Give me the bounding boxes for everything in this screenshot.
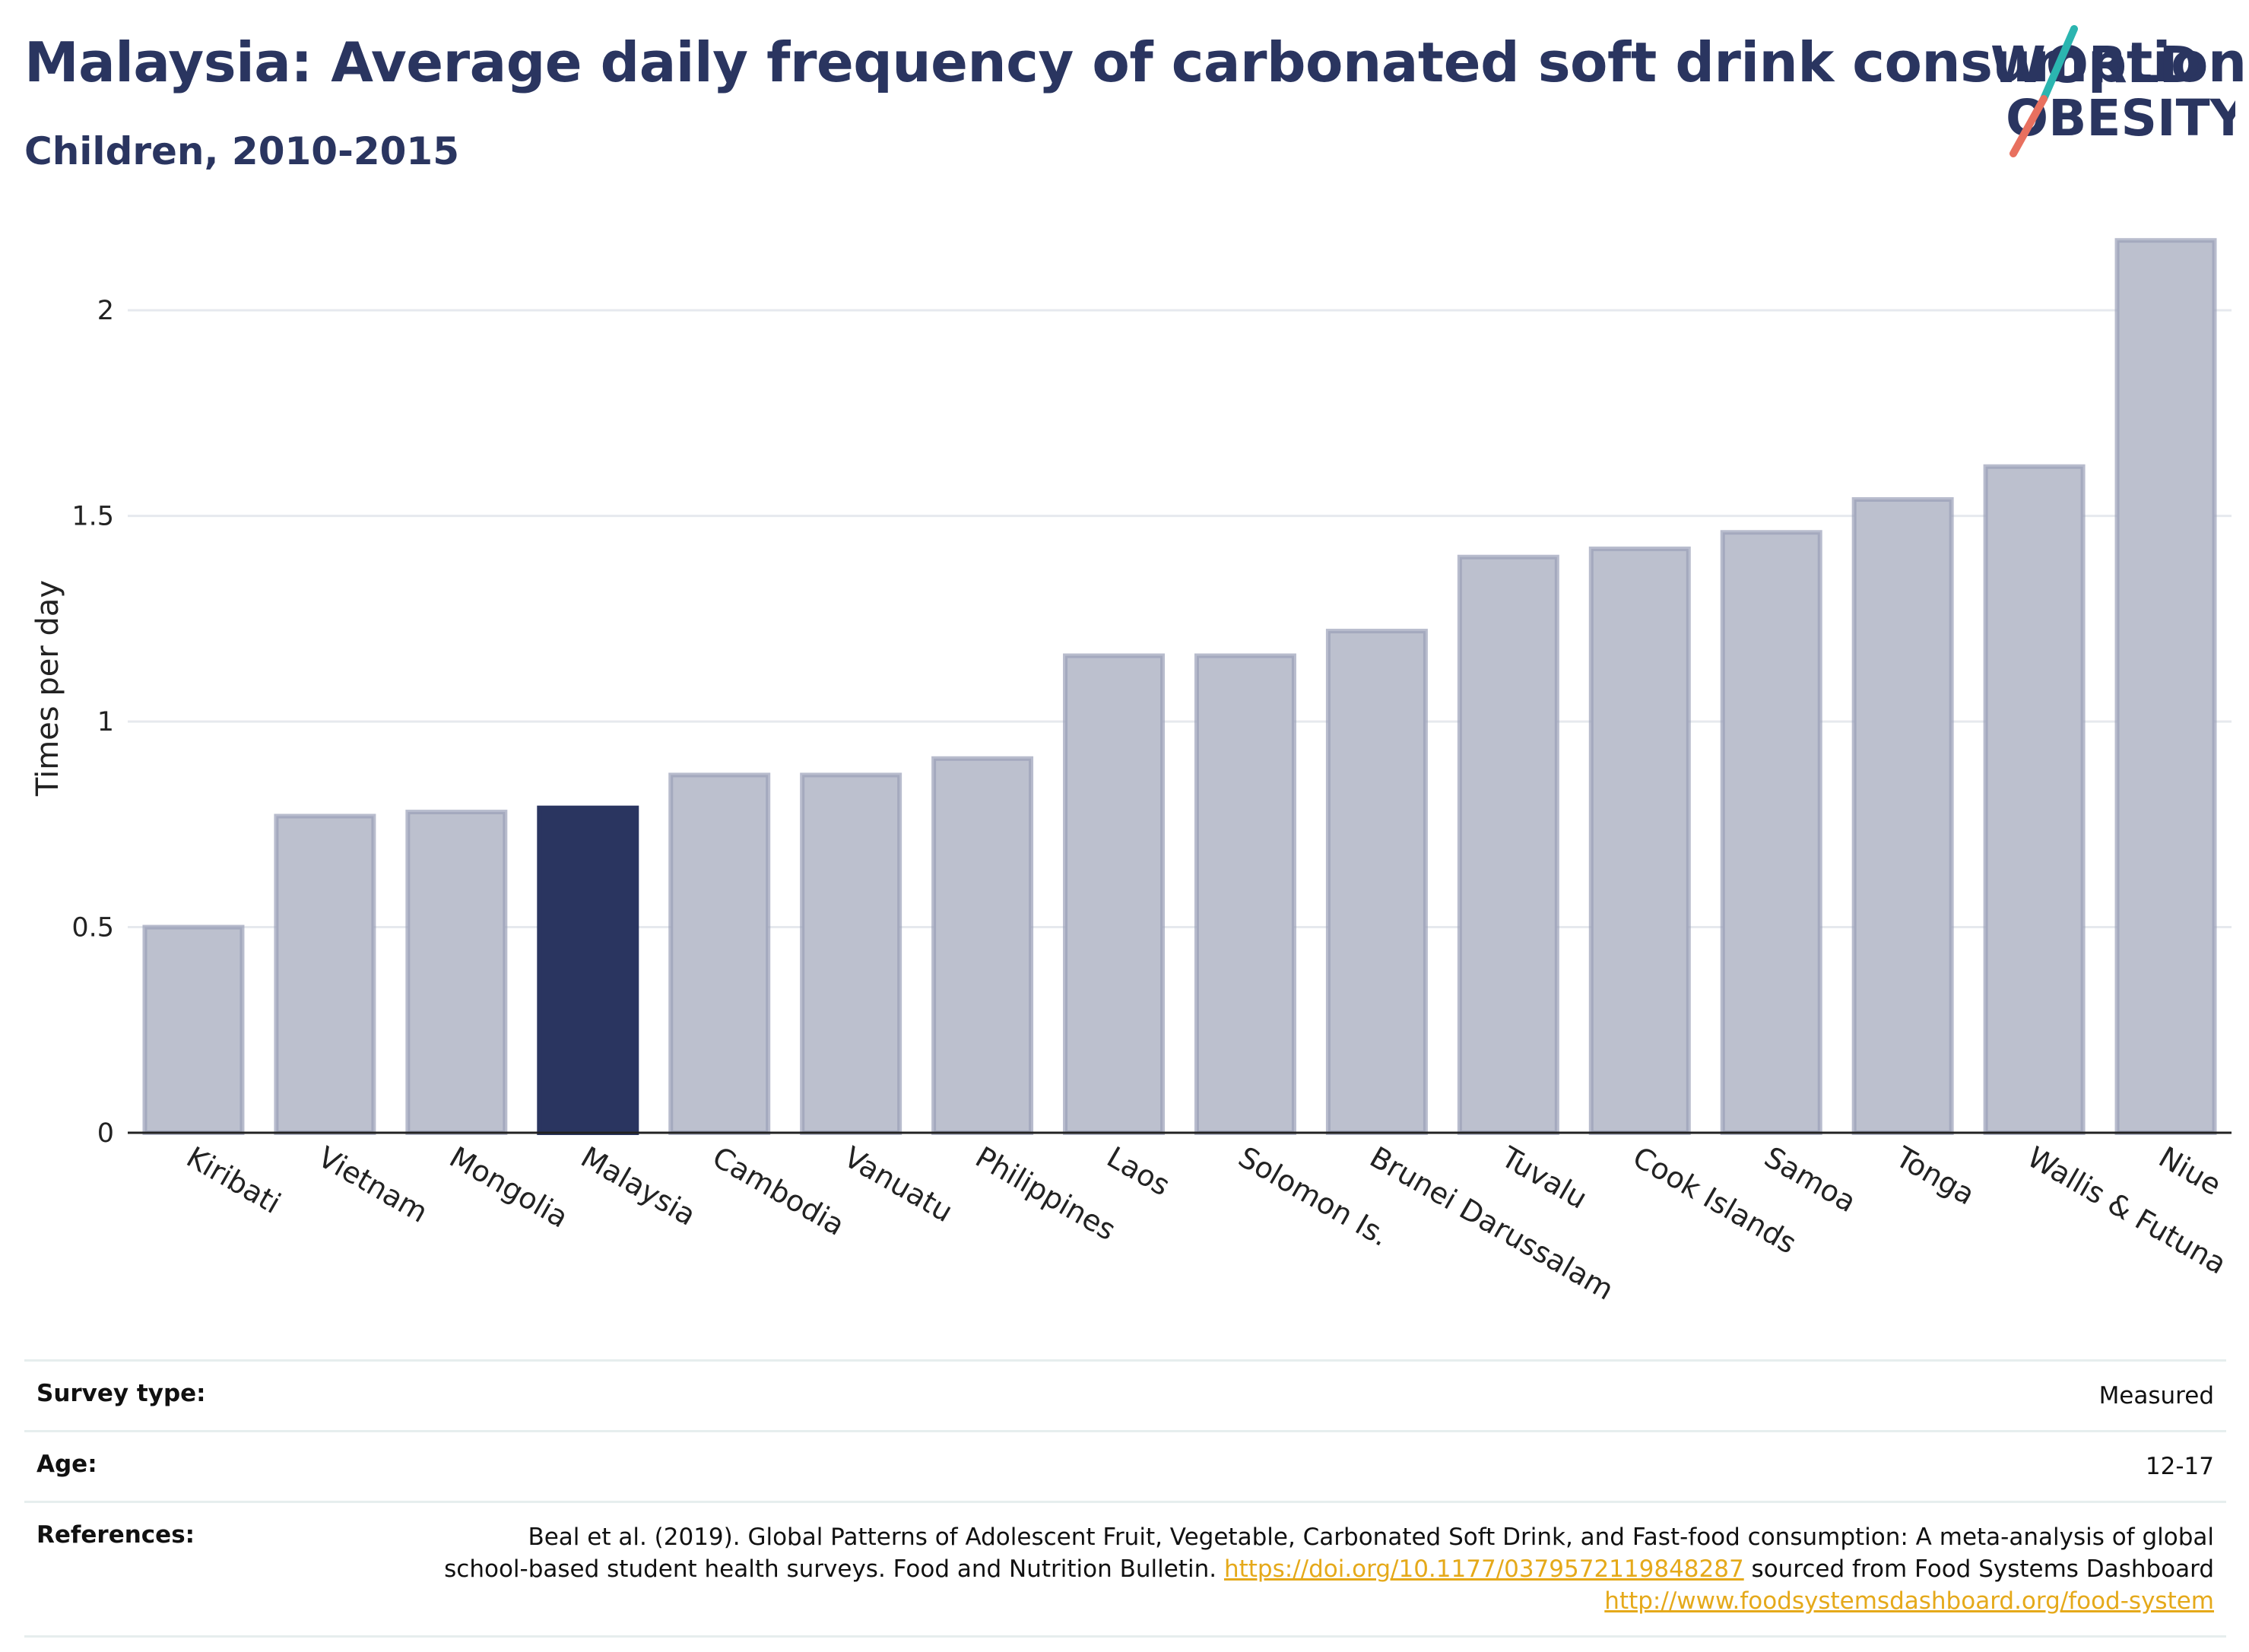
x-tick-label: Samoa: [1759, 1140, 1861, 1219]
bar-vanuatu[interactable]: [800, 772, 902, 1136]
x-tick-label: Malaysia: [576, 1140, 702, 1232]
references-label: References:: [36, 1521, 195, 1549]
bar-chart: 0 0.5 1 1.5 2 Times per day Kiribati Vietnam Mon…: [30, 238, 2232, 1307]
logo-word-world: WORLD: [1990, 36, 2201, 94]
y-axis-label: Times per day: [30, 580, 65, 797]
bar-cook-islands[interactable]: [1588, 546, 1691, 1135]
reference-text-part-1: Beal et al. (2019). Global Patterns of A…: [444, 1524, 2214, 1583]
survey-type-label: Survey type:: [36, 1380, 206, 1407]
info-row-references: References: Beal et al. (2019). Global P…: [24, 1503, 2226, 1638]
bar-kiribati[interactable]: [142, 924, 245, 1135]
x-tick-label: Brunei Darussalam: [1364, 1140, 1619, 1307]
bar-malaysia[interactable]: [537, 805, 639, 1135]
y-tick-label: 0.5: [71, 913, 114, 943]
x-tick-label: Tonga: [1889, 1140, 1980, 1211]
x-tick-label: Vietnam: [312, 1140, 433, 1229]
x-tick-label: Cambodia: [707, 1140, 850, 1242]
info-row-survey-type: Survey type: Measured: [24, 1362, 2226, 1432]
logo-slash-coral: [2010, 95, 2048, 157]
x-tick-label: Vanuatu: [839, 1140, 959, 1229]
y-tick-label: 2: [97, 296, 114, 326]
x-tick-label: Tuvalu: [1495, 1140, 1592, 1216]
bar-wallis-futuna[interactable]: [1983, 464, 2086, 1135]
info-row-age: Age: 12-17: [24, 1432, 2226, 1503]
survey-type-value: Measured: [2098, 1382, 2214, 1409]
bar-laos[interactable]: [1063, 653, 1166, 1135]
y-tick-label: 0: [97, 1118, 114, 1149]
x-tick-label: Kiribati: [181, 1140, 287, 1220]
bar-solomon-is[interactable]: [1194, 653, 1296, 1135]
logo-slash-teal: [2040, 25, 2078, 103]
chart-subtitle: Children, 2010-2015: [24, 129, 459, 173]
reference-text-part-2: sourced from Food Systems Dashboard: [1743, 1555, 2214, 1583]
bar-tonga[interactable]: [1851, 497, 1954, 1135]
bar-samoa[interactable]: [1720, 530, 1822, 1135]
bar-cambodia[interactable]: [668, 772, 771, 1136]
info-table: Survey type: Measured Age: 12-17 Referen…: [24, 1359, 2226, 1638]
x-tick-label: Laos: [1102, 1140, 1176, 1203]
bar-niue[interactable]: [2114, 238, 2217, 1135]
world-obesity-logo: WORLD OBESITY: [1990, 25, 2235, 157]
reference-doi-link[interactable]: https://doi.org/10.1177/0379572119848287: [1223, 1555, 1744, 1583]
references-value: Beal et al. (2019). Global Patterns of A…: [443, 1521, 2214, 1617]
age-value: 12-17: [2145, 1453, 2214, 1480]
chart-title: Malaysia: Average daily frequency of car…: [24, 30, 2247, 94]
bar-vietnam[interactable]: [274, 813, 376, 1135]
y-tick-label: 1: [97, 707, 114, 737]
reference-dashboard-link[interactable]: http://www.foodsystemsdashboard.org/food…: [1604, 1587, 2214, 1615]
x-tick-label: Philippines: [970, 1140, 1121, 1247]
bar-brunei-darussalam[interactable]: [1325, 629, 1428, 1135]
bar-mongolia[interactable]: [405, 810, 508, 1136]
x-tick-label: Mongolia: [444, 1140, 574, 1235]
age-label: Age:: [36, 1451, 97, 1478]
bar-philippines[interactable]: [931, 756, 1034, 1135]
bar-tuvalu[interactable]: [1457, 554, 1559, 1135]
y-tick-label: 1.5: [71, 502, 114, 532]
x-tick-label: Niue: [2153, 1140, 2227, 1202]
